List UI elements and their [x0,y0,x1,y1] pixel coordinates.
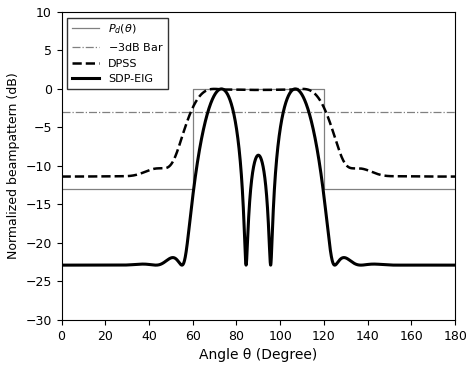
X-axis label: Angle θ (Degree): Angle θ (Degree) [199,348,318,362]
Legend: $P_d(\theta)$, $-3\mathrm{dB}$ Bar, DPSS, SDP-EIG: $P_d(\theta)$, $-3\mathrm{dB}$ Bar, DPSS… [67,17,168,89]
Y-axis label: Normalized beampattern (dB): Normalized beampattern (dB) [7,72,20,259]
